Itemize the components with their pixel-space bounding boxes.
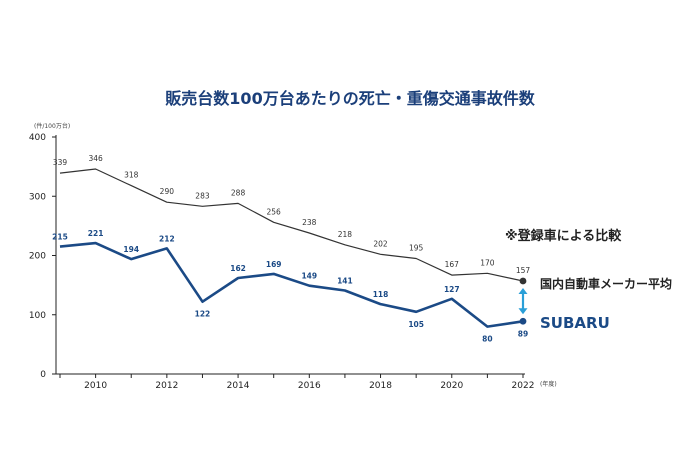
difference-arrow-head-up: [518, 287, 528, 294]
series-layer: 339 346 318 290 283 288 256 238 218 202 195 167 170 1…: [52, 154, 530, 344]
legend-subaru: SUBARU: [540, 314, 610, 332]
subaru-data-label: 169: [266, 260, 282, 269]
national-average-data-label: 256: [267, 207, 282, 216]
legend-national-average: 国内自動車メーカー平均: [540, 276, 672, 291]
national-average-data-label: 339: [53, 158, 68, 167]
subaru-data-label: 127: [444, 285, 460, 294]
y-tick-label: 0: [40, 370, 46, 380]
national-average-data-label: 346: [88, 154, 103, 163]
subaru-end-marker: [519, 317, 527, 325]
subaru-data-label: 215: [52, 233, 68, 242]
x-ticks: 2010 2012 2014 2016 2018 2020 2022: [59, 374, 535, 391]
subaru-data-label: 118: [373, 290, 389, 299]
subaru-data-label: 221: [88, 229, 104, 238]
y-tick-label: 200: [29, 252, 46, 262]
difference-arrow-head-down: [518, 308, 528, 315]
subaru-data-label: 122: [195, 310, 211, 319]
x-tick-label: 2016: [298, 381, 321, 391]
national-average-line: [59, 168, 524, 282]
subaru-data-label: 105: [408, 320, 424, 329]
subaru-data-label: 80: [482, 335, 492, 344]
chart-title: 販売台数100万台あたりの死亡・重傷交通事故件数: [165, 89, 535, 108]
national-average-data-label: 288: [231, 188, 246, 197]
difference-arrow: [518, 287, 528, 315]
subaru-data-label: 149: [301, 272, 317, 281]
national-average-data-label: 238: [302, 218, 317, 227]
subaru-data-label: 162: [230, 264, 246, 273]
x-tick-label: 2014: [227, 381, 250, 391]
x-tick-label: 2018: [369, 381, 392, 391]
y-ticks: 0 100 200 300 400: [29, 133, 56, 380]
national-average-data-label: 167: [445, 260, 460, 269]
national-average-data-label: 218: [338, 230, 353, 239]
national-average-data-label: 290: [160, 187, 175, 196]
national-average-end-marker: [519, 277, 527, 285]
x-axis-unit-label: (年度): [540, 380, 557, 388]
national-average-data-label: 170: [480, 258, 495, 267]
national-average-data-label: 318: [124, 171, 139, 180]
x-tick-label: 2012: [155, 381, 178, 391]
x-tick-label: 2022: [512, 381, 535, 391]
y-axis-unit-label: (件/100万台): [34, 122, 70, 130]
national-average-data-label: 283: [195, 191, 210, 200]
subaru-data-label: 89: [518, 329, 528, 338]
y-tick-label: 400: [29, 133, 46, 143]
comparison-note: ※登録車による比較: [505, 228, 622, 244]
subaru-data-label: 212: [159, 234, 175, 243]
national-average-data-label: 195: [409, 243, 424, 252]
national-average-data-label: 157: [516, 266, 531, 275]
subaru-data-label: 141: [337, 276, 353, 285]
subaru-data-label: 194: [123, 245, 139, 254]
x-tick-label: 2010: [84, 381, 107, 391]
national-average-data-label: 202: [373, 239, 388, 248]
x-tick-label: 2020: [440, 381, 463, 391]
y-tick-label: 300: [29, 192, 46, 202]
y-tick-label: 100: [29, 311, 46, 321]
subaru-line: [59, 241, 524, 328]
